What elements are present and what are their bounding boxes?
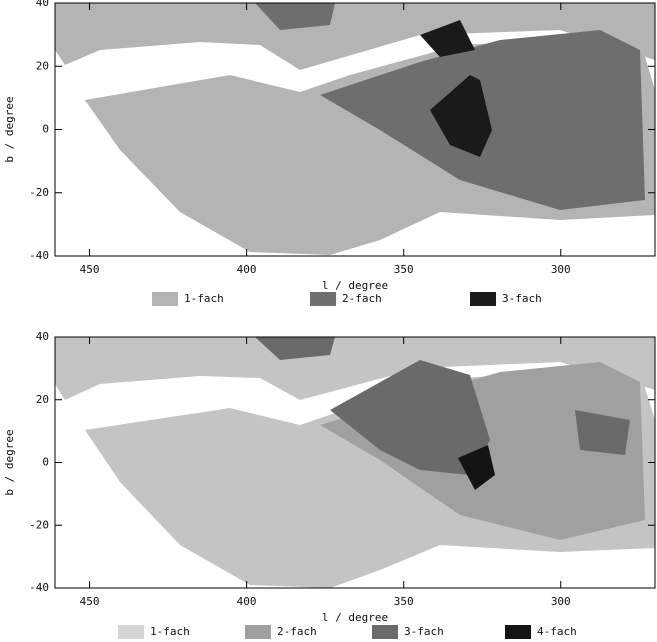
y-tick-label: 0 bbox=[42, 456, 49, 469]
legend-swatch bbox=[310, 292, 336, 306]
legend-swatch bbox=[505, 625, 531, 639]
legend-label: 3-fach bbox=[502, 292, 542, 305]
y-tick-label: 0 bbox=[42, 123, 49, 136]
legend-label: 2-fach bbox=[277, 625, 317, 638]
y-tick-label: 40 bbox=[36, 0, 49, 9]
x-tick-label: 350 bbox=[394, 595, 414, 608]
y-tick-label: -40 bbox=[29, 581, 49, 594]
legend-swatch bbox=[372, 625, 398, 639]
x-axis-label: l / degree bbox=[322, 279, 388, 292]
legend-label: 1-fach bbox=[150, 625, 190, 638]
y-tick-label: -40 bbox=[29, 249, 49, 262]
legend-label: 1-fach bbox=[184, 292, 224, 305]
x-axis-label: l / degree bbox=[322, 611, 388, 624]
legend-label: 3-fach bbox=[404, 625, 444, 638]
x-tick-label: 400 bbox=[237, 263, 257, 276]
y-axis-label: b / degree bbox=[3, 429, 16, 495]
y-tick-label: 20 bbox=[36, 59, 49, 72]
y-axis-label: b / degree bbox=[3, 96, 16, 162]
x-tick-label: 300 bbox=[551, 263, 571, 276]
y-tick-label: -20 bbox=[29, 518, 49, 531]
legend-label: 2-fach bbox=[342, 292, 382, 305]
x-tick-label: 300 bbox=[551, 595, 571, 608]
legend-swatch bbox=[152, 292, 178, 306]
legend-swatch bbox=[470, 292, 496, 306]
x-tick-label: 450 bbox=[80, 263, 100, 276]
coverage-map bbox=[55, 3, 655, 255]
legend-swatch bbox=[118, 625, 144, 639]
x-tick-label: 450 bbox=[80, 595, 100, 608]
y-tick-label: -20 bbox=[29, 186, 49, 199]
y-tick-label: 40 bbox=[36, 330, 49, 343]
x-tick-label: 350 bbox=[394, 263, 414, 276]
legend-swatch bbox=[245, 625, 271, 639]
y-tick-label: 20 bbox=[36, 393, 49, 406]
x-tick-label: 400 bbox=[237, 595, 257, 608]
legend-label: 4-fach bbox=[537, 625, 577, 638]
coverage-map bbox=[55, 337, 655, 588]
